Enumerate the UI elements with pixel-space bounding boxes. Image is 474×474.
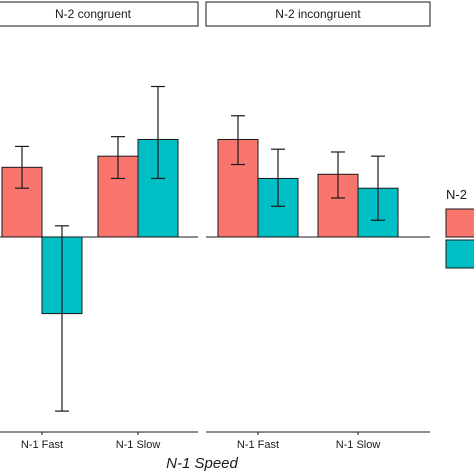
legend-key <box>445 239 474 269</box>
facet-strips: N-2 congruent N-2 incongruent <box>0 1 431 27</box>
facet-strip <box>0 1 199 27</box>
facet-panel <box>0 85 198 435</box>
legend: N-2 <box>445 187 474 269</box>
x-tick-label: N-1 Slow <box>116 439 161 451</box>
x-axis-title: N-1 Speed <box>166 455 238 472</box>
x-tick-label: N-1 Fast <box>21 439 63 451</box>
facet-panels <box>0 85 430 435</box>
facet-strip-label: N-2 congruent <box>55 7 132 21</box>
facet-strip <box>205 1 431 27</box>
legend-title: N-2 <box>446 187 467 202</box>
facet-panel <box>206 115 430 435</box>
bar <box>257 177 299 238</box>
x-tick-labels: N-1 Fast N-1 Slow N-1 Fast N-1 Slow <box>21 439 380 451</box>
legend-key <box>445 208 474 238</box>
facet-strip-label: N-2 incongruent <box>275 7 361 21</box>
x-tick-label: N-1 Fast <box>237 439 279 451</box>
x-tick-label: N-1 Slow <box>336 439 381 451</box>
